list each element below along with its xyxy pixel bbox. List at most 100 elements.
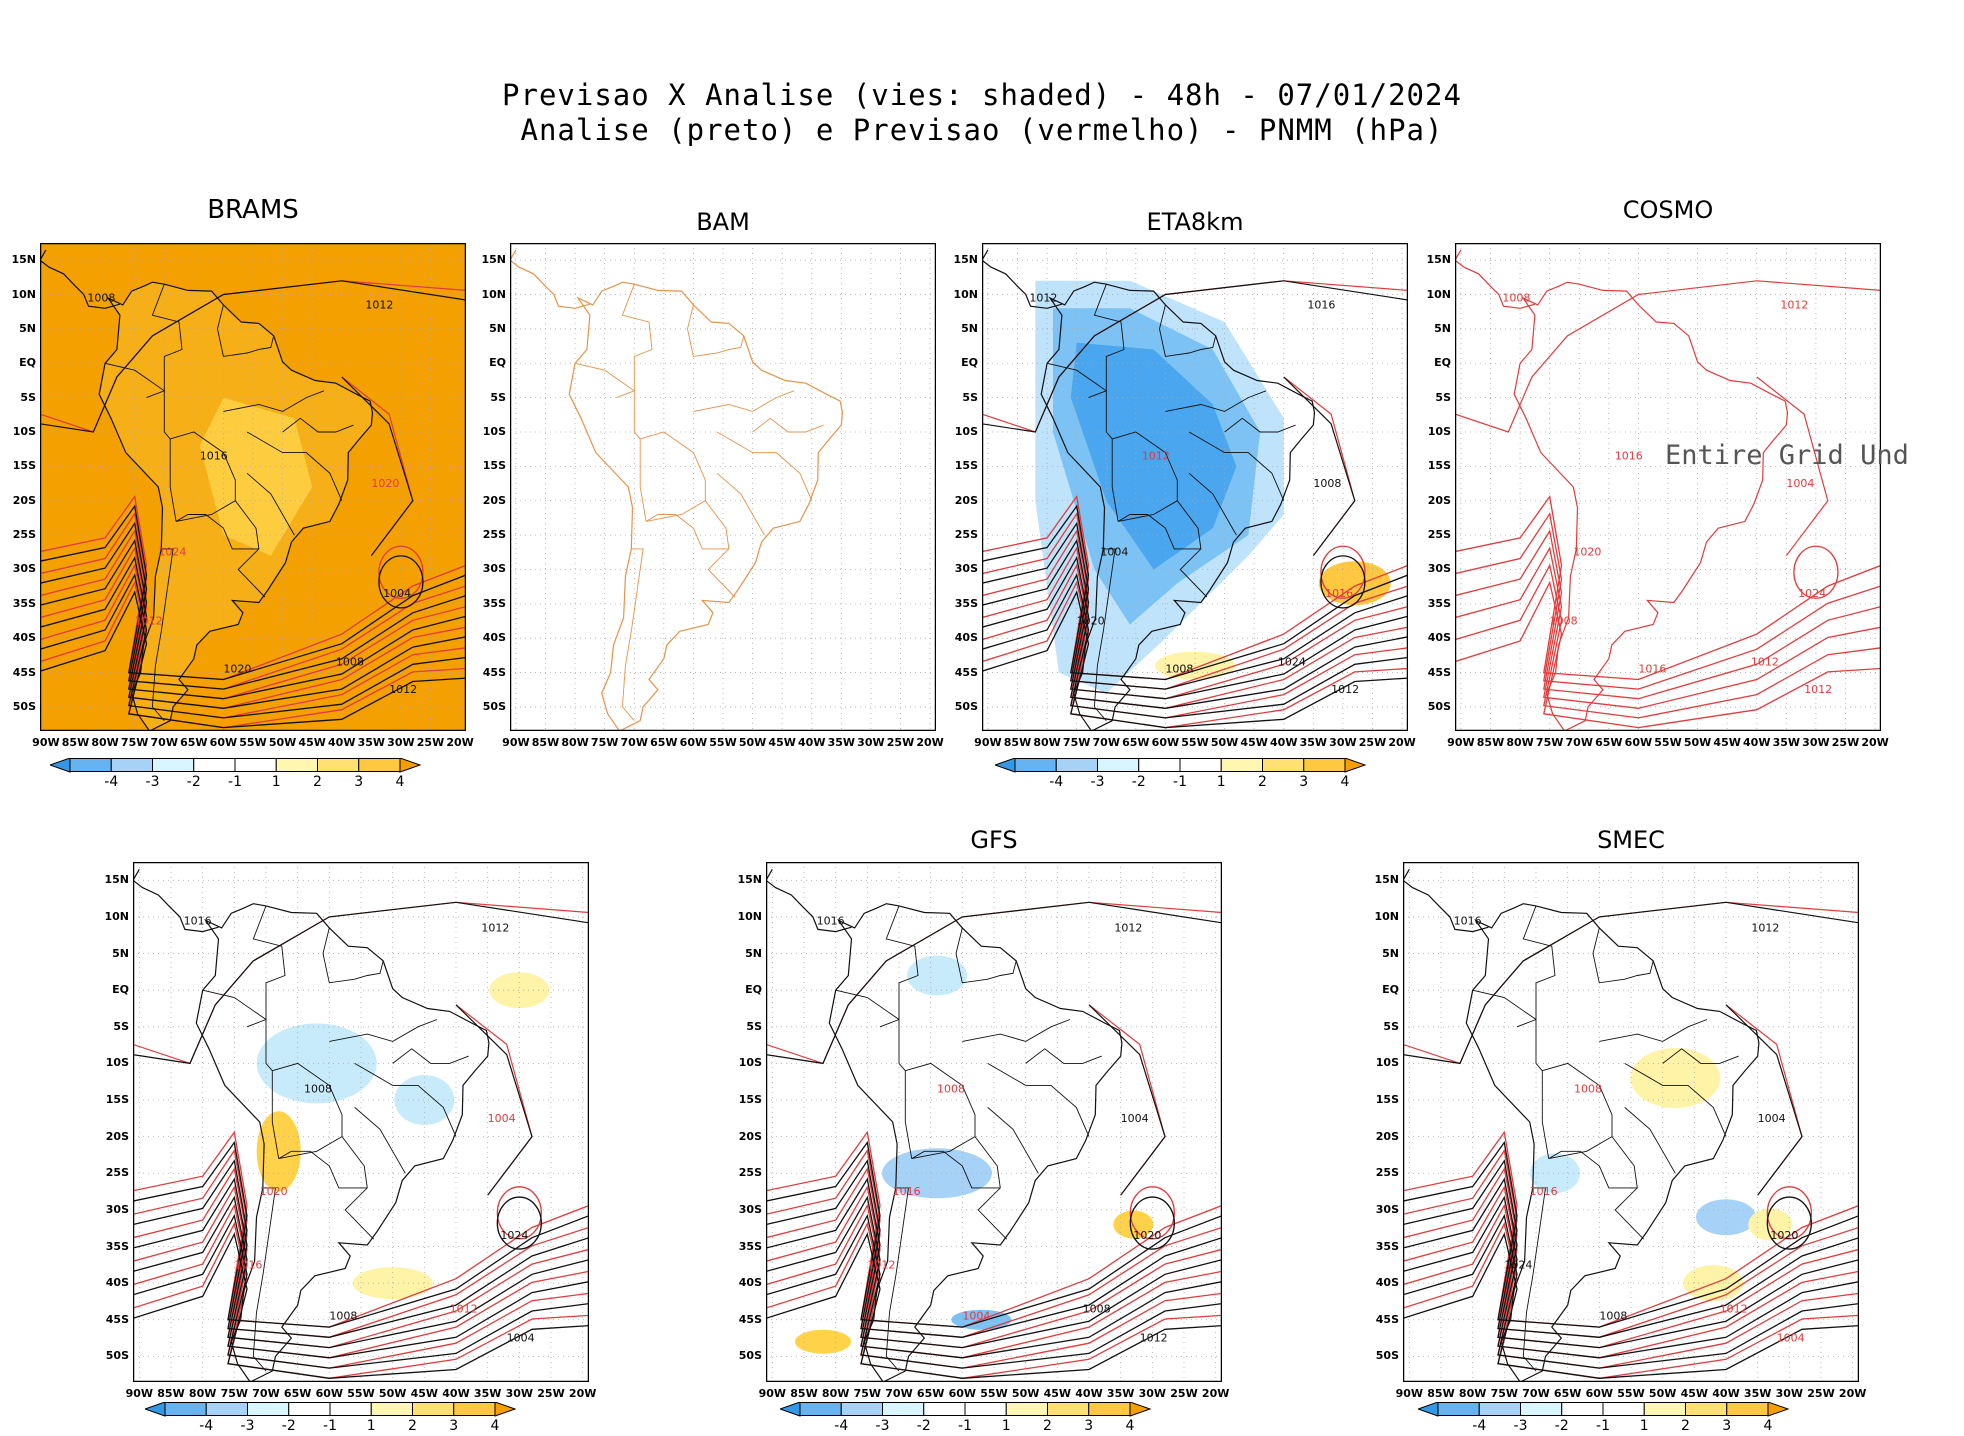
lon-tick-label: 80W (1458, 1387, 1487, 1400)
colorbar-swatch (152, 758, 195, 772)
isobar-line (1088, 1004, 1166, 1196)
isobar-label: 1024 (500, 1229, 528, 1242)
lon-tick-label: 90W (32, 736, 60, 749)
colorbar-swatch (234, 758, 277, 772)
colorbar-swatch (1055, 758, 1098, 772)
lat-tick-label: 45S (12, 665, 36, 679)
colorbar-swatch (412, 1402, 455, 1416)
colorbar-arrow-right (1129, 1402, 1152, 1417)
colorbar-tick-label: -2 (1554, 1418, 1569, 1434)
country-border (246, 431, 343, 501)
coastline (1465, 903, 1760, 1382)
colorbar-swatch (1220, 758, 1263, 772)
lon-tick-label: 65W (916, 1387, 945, 1400)
isobar-line (40, 555, 466, 709)
lat-tick-label: 15N (481, 253, 506, 267)
lat-tick-label: 30S (738, 1202, 762, 1216)
map-panel-smec: 1016 1012 1008 1004 1016 1020 1024 1012 1008 1004 (1403, 862, 1859, 1382)
isobar-label: 1020 (260, 1185, 288, 1198)
country-border (1046, 362, 1119, 522)
colorbar (995, 758, 1367, 773)
isobar-line (982, 555, 1408, 709)
colorbar-swatch (110, 758, 153, 772)
map-canvas-gfs: 1016 1012 1008 1004 1016 1020 1012 1008 1004 1012 (766, 862, 1222, 1382)
lon-tick-label: 75W (1535, 736, 1564, 749)
country-border (616, 284, 653, 399)
lat-tick-label: 30S (105, 1202, 129, 1216)
colorbar-tick-label: -4 (199, 1418, 214, 1434)
country-border (175, 514, 259, 550)
lat-tick-label: EQ (961, 356, 978, 370)
colorbar-tick-label: -3 (875, 1418, 890, 1434)
country-border (272, 1062, 343, 1160)
isobar-line (1455, 580, 1881, 729)
lat-tick-label: 10N (737, 909, 762, 923)
colorbar-swatch (1097, 758, 1140, 772)
colorbar-arrow-left (780, 1402, 801, 1417)
lat-tick-label: 20S (1427, 493, 1451, 507)
lat-tick-label: 40S (738, 1276, 762, 1290)
isobar-label: 1024 (158, 546, 186, 559)
lat-tick-label: 15S (954, 459, 978, 473)
colorbar-swatch (275, 758, 318, 772)
lon-tick-label: 60W (1151, 736, 1180, 749)
lat-tick-label: 40S (954, 631, 978, 645)
lon-tick-label: 40W (1270, 736, 1298, 749)
lat-tick-label: 15N (953, 253, 978, 267)
lon-tick-label: 85W (1003, 736, 1032, 749)
colorbar-swatch (288, 1402, 331, 1416)
lat-tick-label: 25S (954, 528, 978, 542)
lat-tick-label: 35S (954, 596, 978, 610)
lat-tick-label: 5N (19, 321, 36, 335)
isobar-line (40, 521, 466, 690)
country-border (1025, 1048, 1102, 1064)
colorbar-tick-label: 1 (271, 774, 281, 790)
colorbar-tick-label: 1 (1001, 1418, 1011, 1434)
lon-tick-label: 20W (568, 1387, 597, 1400)
isobar-line (133, 1232, 589, 1379)
isobar-label: 1008 (336, 656, 364, 669)
grid-undefined-notice: Entire Grid Und (1665, 440, 1909, 471)
isobar-line (1455, 512, 1881, 690)
isobar-line (496, 1196, 542, 1250)
lon-tick-label: 35W (1299, 736, 1328, 749)
colorbar-tick-label: 4 (1763, 1418, 1773, 1434)
colorbar-arrow-left (995, 758, 1016, 773)
country-border (278, 1150, 368, 1189)
lon-tick-label: 60W (315, 1387, 344, 1400)
map-panel-cosmo: 1008 1012 1016 1004 1020 1024 1008 1012 1016 1012 (1455, 243, 1881, 731)
isobar-label: 1016 (1307, 298, 1335, 311)
isobar-line (1403, 1159, 1859, 1338)
country-border (1112, 431, 1178, 522)
coastline (766, 869, 852, 933)
isobar-line (766, 1159, 1222, 1338)
lon-tick-label: 55W (1617, 1387, 1645, 1400)
isobar-line (133, 1195, 589, 1359)
lat-tick-label: 10N (1374, 909, 1399, 923)
lat-tick-label: 40S (12, 631, 36, 645)
isobar-line (496, 1186, 542, 1240)
isobar-label: 1008 (1502, 291, 1530, 304)
isobar-line (1403, 1213, 1859, 1369)
isobar-line (133, 1159, 589, 1338)
country-border (1599, 1019, 1708, 1042)
lat-tick-label: 15N (1374, 873, 1399, 887)
colorbar-swatch (1437, 1402, 1480, 1416)
colorbar-swatch (1047, 1402, 1090, 1416)
colorbar-tick-label: 3 (1299, 774, 1309, 790)
colorbar-swatch (799, 1402, 842, 1416)
colorbar-tick-label: -2 (916, 1418, 931, 1434)
map-canvas-cosmo: 1008 1012 1016 1004 1020 1024 1008 1012 1016 1012 (1455, 243, 1881, 731)
lat-tick-label: 5N (745, 946, 762, 960)
colorbar-swatch (1602, 1402, 1645, 1416)
lon-tick-label: 20W (1388, 736, 1416, 749)
colorbar-swatch (882, 1402, 925, 1416)
lon-tick-label: 30W (387, 736, 415, 749)
lat-tick-label: 10N (1426, 287, 1451, 301)
isobar-line (982, 573, 1408, 719)
colorbar-tick-label: 2 (1043, 1418, 1052, 1434)
figure-title-line2: Analise (preto) e Previsao (vermelho) - … (520, 113, 1444, 147)
isobar-label: 1020 (371, 477, 399, 490)
lon-tick-label: 45W (1043, 1387, 1072, 1400)
lat-tick-label: EQ (112, 983, 129, 997)
